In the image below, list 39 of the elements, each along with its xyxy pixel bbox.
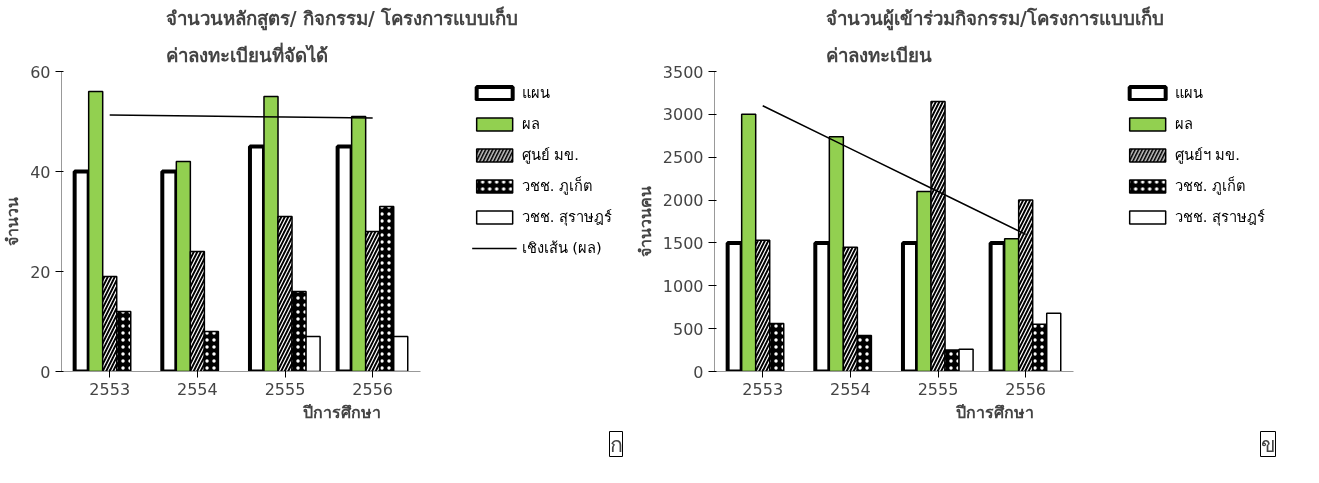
x-tick-label: 2554 (830, 379, 871, 399)
legend-label: วชช. สุราษฎร์ (521, 207, 612, 228)
chart-title: จำนวนหลักสูตร/ กิจกรรม/ โครงการแบบเก็บ ค่าลงทะเบียนที่จัดได้ (165, 5, 519, 67)
x-tick-label: 2553 (742, 379, 784, 399)
legend-label: วชช. สุราษฎร์ (1174, 207, 1265, 228)
x-tick-label: 2555 (264, 379, 306, 399)
legend-label: ศูนย์ฯ มข. (1174, 145, 1240, 166)
text: ก (609, 431, 623, 457)
legend-label: วชช. ภูเก็ต (521, 175, 593, 197)
y-tick-label: 1500 (662, 233, 704, 253)
x-tick-label: 2554 (177, 379, 218, 399)
x-tick-label: 2553 (89, 379, 131, 399)
y-tick-label: 60 (30, 62, 51, 82)
x-tick-label: 2556 (352, 379, 394, 399)
legend-label: แผน (521, 83, 550, 103)
legend-label: แผน (1174, 83, 1203, 103)
y-tick-label: 2500 (662, 148, 704, 168)
legend-label: ผล (1174, 114, 1194, 134)
y-axis-title: จำนวน (3, 197, 23, 246)
chart-title: จำนวนผู้เข้าร่วมกิจกรรม/โครงการแบบเก็บ ค่าลงทะเบียน (826, 5, 1164, 67)
y-tick-label: 0 (40, 362, 51, 382)
y-tick-label: 20 (30, 262, 51, 282)
y-tick-label: 2000 (662, 191, 704, 211)
x-tick-label: 2555 (917, 379, 959, 399)
y-tick-label: 40 (30, 162, 51, 182)
legend-label: วชช. ภูเก็ต (1174, 175, 1246, 197)
x-axis-title: ปีการศึกษา (302, 402, 381, 422)
legend-label: เชิงเส้น (ผล) (521, 238, 602, 258)
x-axis-title: ปีการศึกษา (955, 402, 1034, 422)
x-tick-label: 2556 (1005, 379, 1047, 399)
y-tick-label: 1000 (662, 276, 704, 296)
text: ข (1260, 431, 1276, 457)
legend-label: ศูนย์ มข. (521, 145, 579, 166)
y-tick-label: 3500 (662, 62, 704, 82)
y-axis-title: จำนวนคน (635, 186, 655, 257)
y-tick-label: 3000 (662, 105, 704, 125)
legend-label: ผล (521, 114, 541, 134)
y-tick-label: 500 (672, 319, 704, 339)
y-tick-label: 0 (693, 362, 704, 382)
